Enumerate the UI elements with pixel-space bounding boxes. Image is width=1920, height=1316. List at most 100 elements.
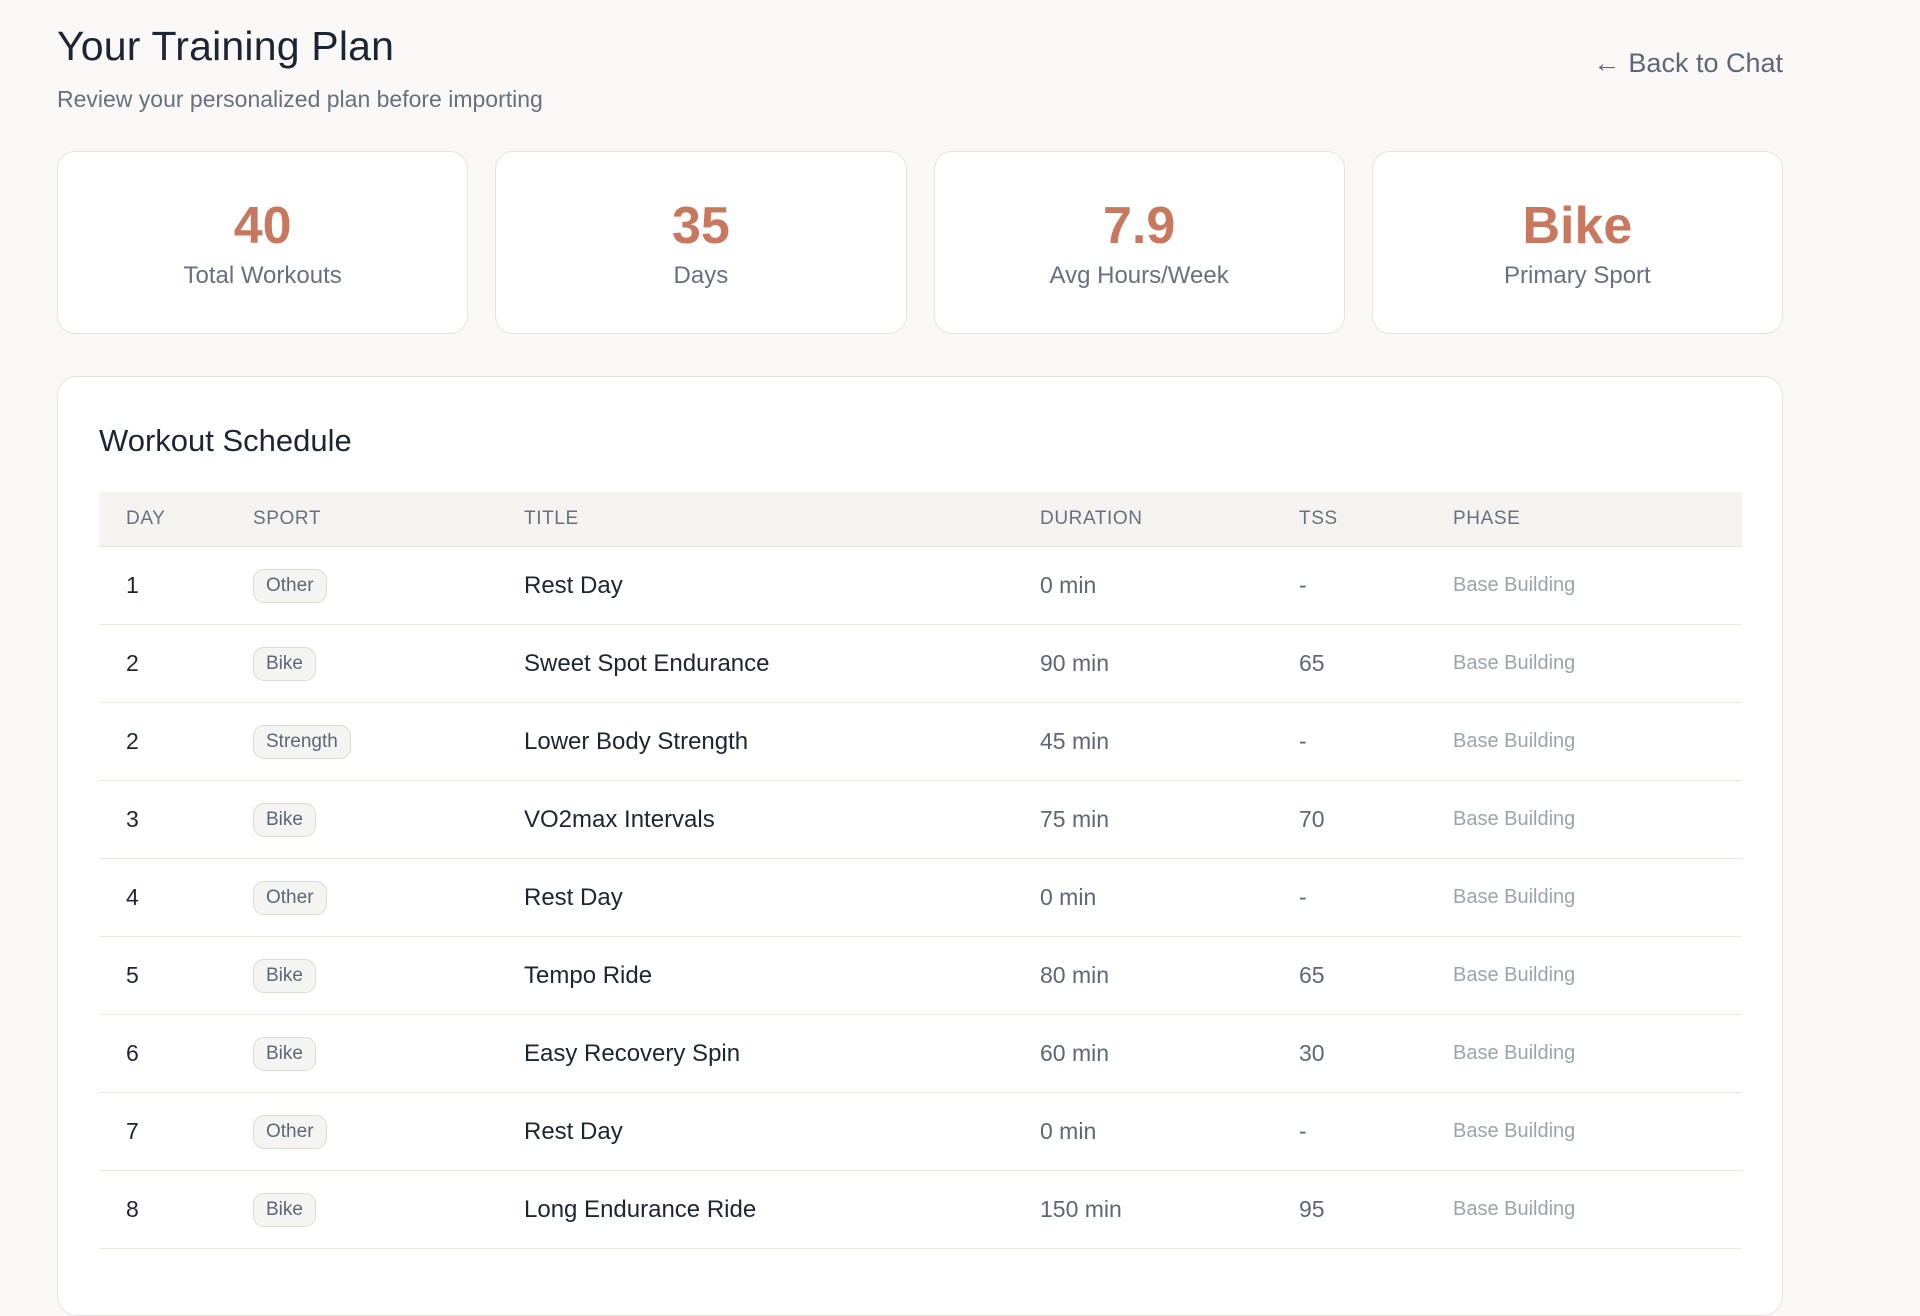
sport-badge: Other [253, 568, 327, 603]
phase-cell: Base Building [1453, 652, 1576, 674]
duration-cell: 80 min [1040, 962, 1110, 988]
table-row[interactable]: 2 Bike Sweet Spot Endurance 90 min 65 Base Bu… [99, 625, 1742, 703]
sport-cell: Bike [253, 1036, 524, 1071]
column-header-duration: DURATION [1040, 508, 1143, 529]
sport-badge: Other [253, 1114, 327, 1149]
sport-cell: Bike [253, 646, 524, 681]
day-cell: 2 [126, 650, 139, 676]
title-cell: Rest Day [524, 883, 623, 911]
stat-label: Avg Hours/Week [1049, 261, 1229, 289]
back-to-chat-link[interactable]: ← Back to Chat [1593, 46, 1783, 80]
table-row[interactable]: 4 Other Rest Day 0 min - Base Building [99, 859, 1742, 937]
workout-schedule-card: Workout Schedule DAY SPORT TITLE DURATIO… [57, 376, 1783, 1316]
sport-cell: Other [253, 1114, 524, 1149]
table-row[interactable]: 3 Bike VO2max Intervals 75 min 70 Base Buildi… [99, 781, 1742, 859]
table-row[interactable]: 6 Bike Easy Recovery Spin 60 min 30 Base Buil… [99, 1015, 1742, 1093]
table-row[interactable]: 7 Other Rest Day 0 min - Base Building [99, 1093, 1742, 1171]
sport-cell: Strength [253, 724, 524, 759]
sport-cell: Other [253, 880, 524, 915]
stat-value: 35 [671, 196, 730, 255]
phase-cell: Base Building [1453, 574, 1576, 596]
sport-badge: Bike [253, 802, 316, 837]
duration-cell: 75 min [1040, 806, 1110, 832]
back-to-chat-label: Back to Chat [1628, 48, 1783, 78]
day-cell: 7 [126, 1118, 139, 1144]
day-cell: 5 [126, 962, 139, 988]
day-cell: 3 [126, 806, 139, 832]
title-cell: Tempo Ride [524, 961, 653, 989]
day-cell: 4 [126, 884, 139, 910]
page-header: Your Training Plan Review your personali… [57, 18, 1783, 118]
stat-value: 7.9 [1102, 196, 1176, 255]
day-cell: 2 [126, 728, 139, 754]
title-cell: Long Endurance Ride [524, 1195, 757, 1223]
page-subtitle: Review your personalized plan before imp… [57, 86, 543, 112]
phase-cell: Base Building [1453, 886, 1576, 908]
column-header-day: DAY [126, 508, 166, 529]
schedule-title: Workout Schedule [99, 423, 352, 458]
phase-cell: Base Building [1453, 730, 1576, 752]
duration-cell: 60 min [1040, 1040, 1110, 1066]
sport-badge: Bike [253, 646, 316, 681]
sport-badge: Strength [253, 724, 351, 759]
duration-cell: 150 min [1040, 1196, 1122, 1222]
table-row[interactable]: 8 Bike Long Endurance Ride 150 min 95 Base Bu… [99, 1171, 1742, 1249]
title-cell: Sweet Spot Endurance [524, 649, 770, 677]
title-cell: Lower Body Strength [524, 727, 749, 755]
tss-cell: - [1299, 572, 1307, 598]
sport-cell: Other [253, 568, 524, 603]
stat-card-total-workouts: 40 Total Workouts [57, 151, 469, 334]
stat-label: Primary Sport [1504, 261, 1651, 289]
sport-badge: Bike [253, 1036, 316, 1071]
tss-cell: 65 [1299, 650, 1325, 676]
sport-cell: Bike [253, 958, 524, 993]
tss-cell: - [1299, 884, 1307, 910]
title-cell: Rest Day [524, 571, 623, 599]
day-cell: 1 [126, 572, 139, 598]
table-body: 1 Other Rest Day 0 min - Base Building 2 Bike Sw… [99, 547, 1742, 1249]
day-cell: 8 [126, 1196, 139, 1222]
table-header: DAY SPORT TITLE DURATION TSS PHASE [99, 492, 1742, 547]
stat-label: Days [673, 261, 729, 289]
sport-badge: Bike [253, 958, 316, 993]
arrow-left-icon: ← [1593, 48, 1621, 78]
tss-cell: 95 [1299, 1196, 1325, 1222]
stats-row: 40 Total Workouts 35 Days 7.9 Avg Hours/… [57, 151, 1783, 334]
title-cell: Rest Day [524, 1117, 623, 1145]
stat-value: 40 [233, 196, 292, 255]
stat-label: Total Workouts [183, 261, 342, 289]
phase-cell: Base Building [1453, 1042, 1576, 1064]
duration-cell: 0 min [1040, 884, 1097, 910]
page-title: Your Training Plan [57, 23, 395, 69]
sport-cell: Bike [253, 1192, 524, 1227]
phase-cell: Base Building [1453, 808, 1576, 830]
tss-cell: 65 [1299, 962, 1325, 988]
phase-cell: Base Building [1453, 1198, 1576, 1220]
tss-cell: - [1299, 1118, 1307, 1144]
column-header-sport: SPORT [253, 508, 322, 529]
tss-cell: - [1299, 728, 1307, 754]
sport-badge: Bike [253, 1192, 316, 1227]
stat-value: Bike [1522, 196, 1633, 255]
column-header-title: TITLE [524, 508, 579, 529]
column-header-tss: TSS [1299, 508, 1338, 529]
stat-card-avg-hours: 7.9 Avg Hours/Week [933, 151, 1345, 334]
sport-badge: Other [253, 880, 327, 915]
title-cell: Easy Recovery Spin [524, 1039, 741, 1067]
title-cell: VO2max Intervals [524, 805, 715, 833]
day-cell: 6 [126, 1040, 139, 1066]
duration-cell: 0 min [1040, 1118, 1097, 1144]
duration-cell: 45 min [1040, 728, 1110, 754]
tss-cell: 30 [1299, 1040, 1325, 1066]
phase-cell: Base Building [1453, 1120, 1576, 1142]
duration-cell: 0 min [1040, 572, 1097, 598]
table-row[interactable]: 5 Bike Tempo Ride 80 min 65 Base Building [99, 937, 1742, 1015]
phase-cell: Base Building [1453, 964, 1576, 986]
stat-card-primary-sport: Bike Primary Sport [1371, 151, 1783, 334]
column-header-phase: PHASE [1453, 508, 1521, 529]
workout-table: DAY SPORT TITLE DURATION TSS PHASE 1 Othe… [99, 492, 1742, 1249]
table-row[interactable]: 1 Other Rest Day 0 min - Base Building [99, 547, 1742, 625]
tss-cell: 70 [1299, 806, 1325, 832]
table-row[interactable]: 2 Strength Lower Body Strength 45 min - Base … [99, 703, 1742, 781]
sport-cell: Bike [253, 802, 524, 837]
